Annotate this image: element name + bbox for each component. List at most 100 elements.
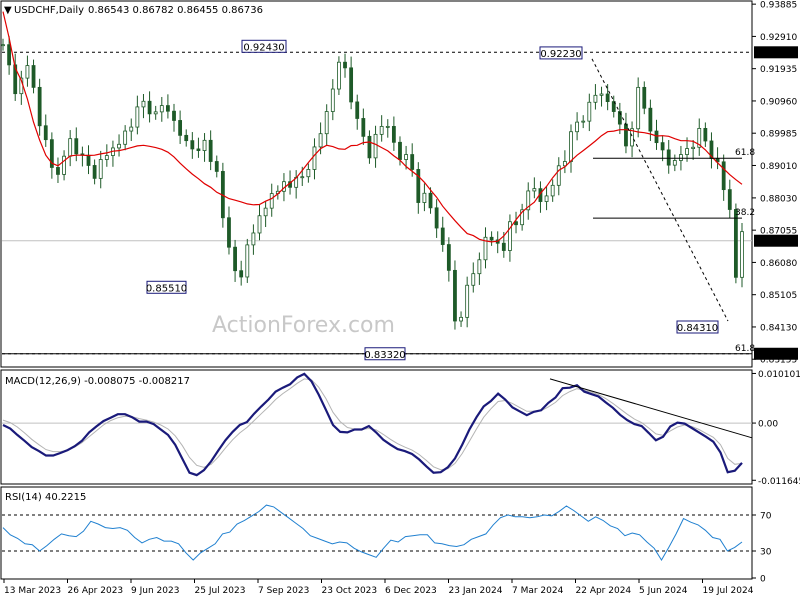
candle-body [98,159,103,179]
candle-body [13,64,18,95]
candle-body [642,86,647,109]
candle-body [349,67,354,103]
date-tick-label: 7 Mar 2024 [512,586,564,596]
candle-body [611,101,616,112]
candle-body [679,154,683,161]
date-tick-label: 6 Dec 2023 [385,586,437,596]
candle-body [343,61,347,69]
candle-body [630,128,634,147]
candle-body [227,217,231,248]
rsi-panel-frame [0,486,753,580]
candle-body [733,209,738,278]
rsi-tick-label: 70 [760,512,772,522]
swing-label: 0.92430 [243,42,284,53]
candle-body [740,231,744,278]
candle-body [153,111,158,115]
candle-body [453,269,457,322]
candle-body [68,138,73,157]
candle-body [202,139,207,151]
price-tags: 0.92430 0.86736 0.83320 [754,46,798,360]
candle-body [636,86,641,130]
rsi-series [2,504,752,561]
macd-tick-label: -0.011645 [758,477,800,487]
candle-body [404,154,408,160]
candle-body [483,236,488,261]
candle-body [135,106,140,128]
candle-body [617,111,622,125]
macd-panel-frame [0,369,753,485]
candle-body [43,125,48,141]
fib-level-label: 61.8 [735,148,755,158]
candle-body [196,148,201,151]
candle-body [440,227,445,245]
swing-label-box [364,347,406,361]
candle-body [37,86,42,127]
price-axis: 0.93885 0.92910 0.91935 0.90960 0.89985 0.890… [752,1,797,366]
price-tag-box [754,234,798,247]
swing-label: 0.85510 [146,283,187,294]
candle-body [422,192,427,203]
price-tick-label: 0.90960 [760,97,797,107]
rsi-tick-label: 0 [760,575,766,585]
menu-triangle-icon[interactable]: ▼ [4,5,12,16]
candle-body [159,105,164,113]
candle-body [324,111,329,135]
candle-body [263,207,268,217]
candle-body [697,128,702,148]
price-tick-label: 0.83155 [760,356,797,366]
candle-body [648,107,653,132]
swing-label: 0.84310 [677,323,718,334]
candle-body [416,169,421,203]
candle-body [86,154,91,166]
candle-body [410,154,415,170]
macd-signal-line [2,378,743,471]
candle-body [434,207,439,229]
swing-labels: 0.92430 0.85510 0.83320 0.92230 0.84310 [146,39,719,361]
candle-body [1,44,5,47]
candle-body [398,141,402,160]
rsi-line [2,504,743,561]
watermark: ActionForex.com [212,313,395,338]
price-panel-frame [0,0,753,368]
candle-body [190,140,195,150]
candle-body [74,138,79,155]
candle-body [166,105,170,112]
price-candles [1,36,744,330]
candle-body [367,135,372,159]
candle-body [446,244,451,271]
candle-body [471,273,476,286]
date-tick-label: 13 Mar 2023 [4,586,61,596]
candle-body [654,130,659,144]
moving-average [2,11,743,243]
candle-body [330,88,335,112]
price-tick-label: 0.88030 [760,194,797,204]
candle-body [49,139,54,168]
candle-body [465,284,470,318]
price-tick-label: 0.87055 [760,227,797,237]
candle-body [251,232,256,246]
candle-body [141,100,146,108]
candle-body [587,101,592,122]
symbol-label: USDCHF,Daily [14,5,84,16]
candle-body [544,195,549,202]
swing-label-box [676,320,719,334]
swing-label-box [539,46,583,60]
candle-body [556,165,561,186]
candle-body [526,190,531,211]
price-tag-label: 0.83320 [757,350,794,360]
macd-tick-label: 0.010101 [758,370,800,380]
candle-body [208,139,213,162]
candle-body [104,155,109,160]
date-tick-label: 19 Jul 2024 [703,586,754,596]
candle-body [355,101,360,119]
price-tick-label: 0.92910 [760,33,797,43]
candle-body [31,65,36,88]
candle-body [373,133,378,159]
candle-body [117,143,121,149]
rsi-tick-label: 30 [760,548,772,558]
candle-body [25,65,30,79]
candle-body [385,126,390,128]
candle-body [691,146,696,149]
macd-line [2,372,743,477]
